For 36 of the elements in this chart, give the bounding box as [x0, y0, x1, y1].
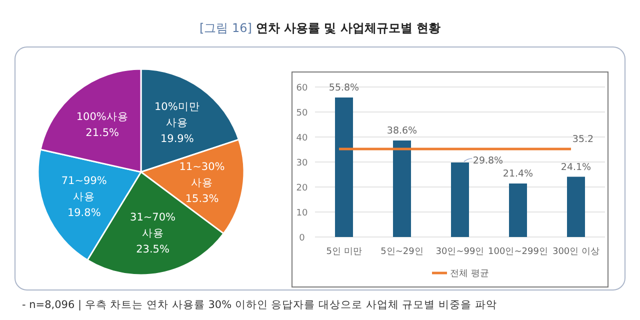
slice-label: 31~70% 사용 [130, 212, 176, 240]
bar [335, 98, 353, 237]
bar [567, 176, 585, 237]
bar [451, 162, 469, 237]
data-label: 15.3% [185, 192, 219, 205]
annotation: 35.2 [572, 134, 594, 145]
x-tick-label: 5인 미만 [326, 247, 362, 257]
y-tick-label: 40 [296, 134, 308, 144]
y-tick-label: 10 [296, 208, 308, 218]
data-label: 24.1% [560, 162, 592, 173]
y-tick-label: 20 [296, 184, 308, 194]
slice-label: 71~99% 사용 [61, 175, 107, 204]
data-label: 55.8% [328, 82, 360, 94]
slice-label: 11~30% 사용 [179, 160, 225, 189]
legend-label: 전체 평균 [450, 269, 489, 279]
text: [그림 16] 연차 사용률 및 사업체규모별 현황 [200, 21, 440, 35]
x-tick-label: 100인~299인 [488, 247, 548, 257]
data-label: 19.9% [160, 132, 194, 145]
x-tick-label: 30인~99인 [436, 247, 484, 257]
x-tick-label: 5인~29인 [380, 247, 424, 257]
text: - n=8,096 | 우측 차트는 연차 사용률 30% 이하인 응답자를 대상으로 사업체 규모별 비중을 파악 [22, 299, 497, 311]
data-label: 23.5% [136, 244, 170, 256]
data-label: 21.5% [86, 126, 120, 139]
y-tick-label: 0 [299, 234, 306, 244]
data-label: 19.8% [67, 207, 101, 220]
bar [509, 184, 527, 237]
slice-label: 10%미만 사용 [154, 100, 200, 129]
data-label: 29.8% [472, 156, 504, 166]
y-tick-label: 60 [296, 84, 308, 94]
slice-label: 100%사용 [76, 110, 128, 123]
data-label: 38.6% [386, 126, 418, 136]
data-label: 21.4% [502, 168, 534, 180]
y-tick-label: 50 [296, 108, 308, 118]
x-tick-label: 300인 이상 [552, 247, 600, 257]
bar [393, 140, 411, 237]
y-tick-label: 30 [296, 158, 308, 168]
